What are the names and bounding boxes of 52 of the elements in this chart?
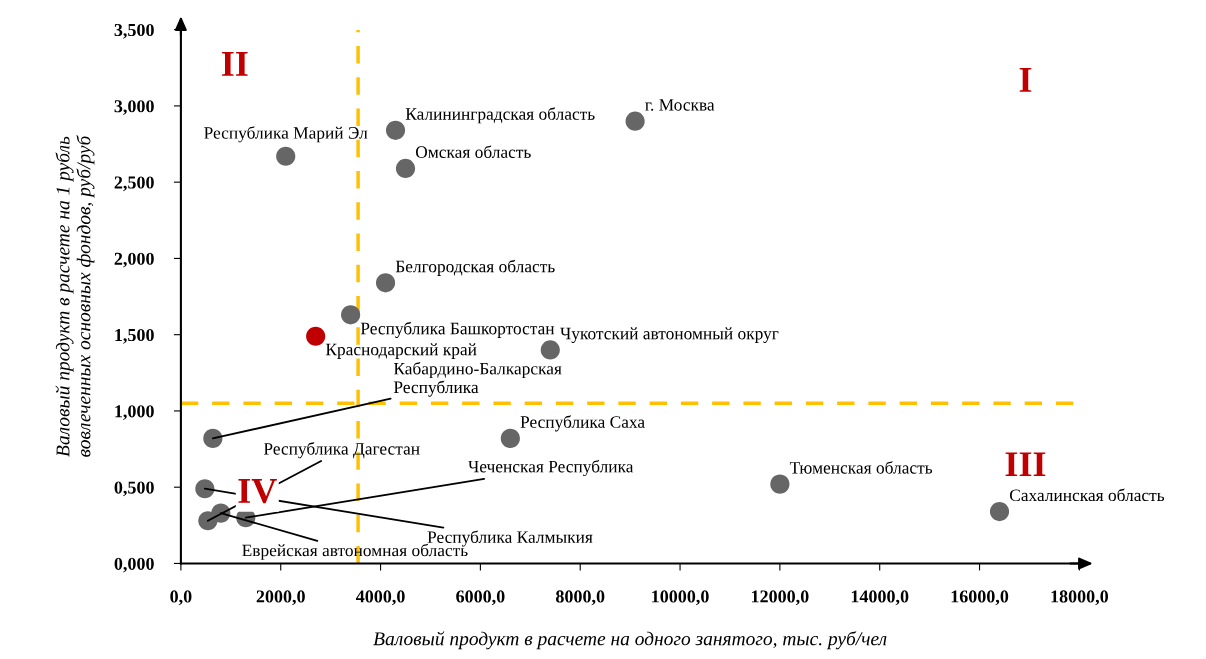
point (989, 502, 1010, 522)
annotation: III (1005, 452, 1046, 477)
x-tick-label: 14000,0 (851, 590, 909, 606)
x-tick-label: 8000,0 (555, 590, 605, 606)
series-label: Краснодарский край (325, 343, 477, 359)
y-tick-label: 0,500 (114, 481, 154, 497)
text: Республика Дагестан (263, 442, 420, 459)
point (625, 111, 645, 131)
y-tick-label: 2,000 (114, 252, 154, 268)
annotation: II (221, 52, 248, 76)
series-label: г. Москва (645, 99, 715, 111)
x-tick-label: 2000,0 (256, 590, 305, 606)
y-tick-label: 3,500 (114, 23, 154, 39)
point (770, 474, 790, 494)
text: Чеченская Республика (468, 459, 634, 477)
series-label: Чукотский автономный округ (560, 327, 779, 343)
series-label: Республика Башкортостан (360, 321, 555, 338)
x-tick-label: 0,0 (170, 590, 192, 606)
series-label: Калининградская область (405, 107, 595, 124)
y-tick-label: 1,500 (115, 328, 154, 344)
point (500, 428, 520, 448)
series-label: Сахалинская область (1009, 488, 1165, 502)
series-label: Омская область (415, 145, 531, 158)
point (341, 305, 361, 325)
x-tick-label: 6000,0 (456, 590, 505, 606)
x-tick-label: 12000,0 (751, 590, 809, 606)
y-tick-label: 0,000 (114, 557, 154, 573)
series-label: Белгородская область (395, 259, 555, 276)
y-tick-label: 3,000 (114, 100, 154, 115)
x-tick-label: 4000,0 (355, 590, 405, 606)
x-tick-label: 10000,0 (652, 590, 709, 606)
y-tick-label: 1,000 (115, 405, 154, 420)
series-label: Республика Саха (520, 415, 645, 432)
point (540, 340, 560, 360)
series-label: Тюменская область (789, 461, 933, 474)
x-tick-label: 16000,0 (951, 590, 1009, 606)
annotation: IV (238, 479, 277, 504)
point (276, 146, 296, 166)
x-axis-title: Валовый продукт в расчете на одного занятого, тыс. руб/чел (373, 631, 887, 650)
point (198, 511, 218, 531)
series-label: Республика Марий Эл (204, 126, 368, 143)
point (375, 273, 396, 293)
annotation: I (1019, 68, 1032, 92)
point (195, 479, 215, 499)
text: Кабардино-Балкарская Республика (393, 361, 562, 397)
point (385, 120, 406, 140)
y-tick-label: 2,500 (114, 176, 154, 192)
point (395, 158, 416, 179)
y-axis-title: Валовый продукт в расчете на 1 рубль вовлеченных основных фондов, руб/руб (55, 135, 95, 457)
x-tick-label: 18000,0 (1051, 590, 1109, 606)
point (306, 326, 326, 346)
point (203, 428, 223, 448)
